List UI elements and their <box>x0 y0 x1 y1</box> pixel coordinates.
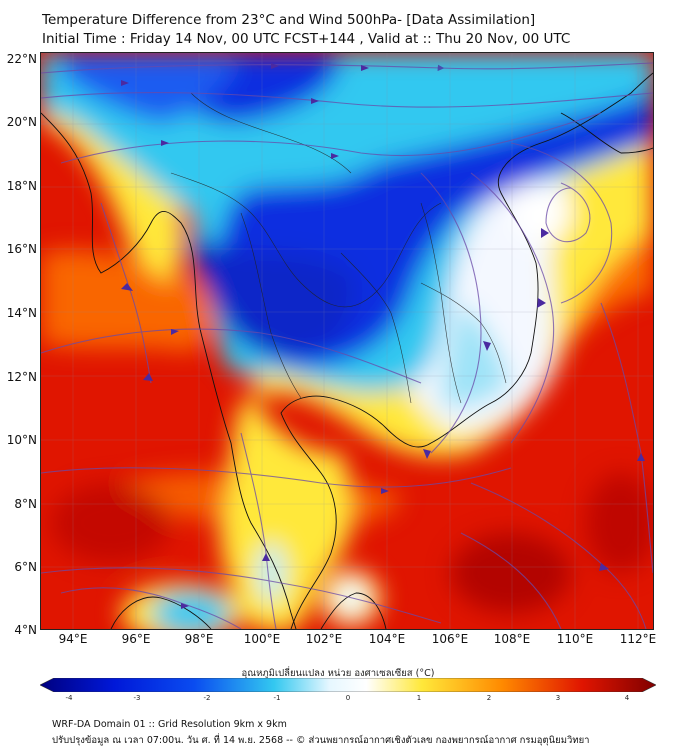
colorbar-tick-2: 2 <box>486 694 492 702</box>
lat-label-6n: 6°N <box>14 560 37 574</box>
lat-label-16n: 16°N <box>6 242 37 256</box>
colorbar-tick-0: 0 <box>345 694 351 702</box>
graticule <box>41 53 653 629</box>
lat-label-4n: 4°N <box>14 623 37 637</box>
lon-label-108e: 108°E <box>493 632 531 646</box>
colorbar-tick-minus1: -1 <box>273 694 281 702</box>
lon-label-98e: 98°E <box>184 632 214 646</box>
lon-label-100e: 100°E <box>243 632 281 646</box>
colorbar-tick-minus3: -3 <box>133 694 141 702</box>
colorbar-tick-3: 3 <box>555 694 561 702</box>
lon-label-104e: 104°E <box>368 632 406 646</box>
lat-label-12n: 12°N <box>6 370 37 384</box>
map-title: Temperature Difference from 23°C and Win… <box>42 11 570 49</box>
wind-arrowheads <box>121 63 645 609</box>
title-line-2: Initial Time : Friday 14 Nov, 00 UTC FCS… <box>42 31 571 47</box>
colorbar-tick-minus2: -2 <box>203 694 211 702</box>
colorbar-tick-1: 1 <box>416 694 422 702</box>
footer-model-info: WRF-DA Domain 01 :: Grid Resolution 9km … <box>52 719 287 730</box>
lon-label-96e: 96°E <box>121 632 151 646</box>
colorbar-title: อุณหภูมิเปลี่ยนแปลง หน่วย องศาเซลเซียส (… <box>241 668 435 679</box>
coastlines <box>41 72 653 629</box>
temperature-shading <box>41 53 653 629</box>
lon-label-110e: 110°E <box>556 632 594 646</box>
lon-label-94e: 94°E <box>58 632 88 646</box>
colorbar-tick-minus4: -4 <box>65 694 73 702</box>
lon-label-112e: 112°E <box>619 632 657 646</box>
lat-label-20n: 20°N <box>6 115 37 129</box>
colorbar <box>40 678 656 692</box>
lat-label-22n: 22°N <box>6 52 37 66</box>
lat-label-8n: 8°N <box>14 497 37 511</box>
lon-label-102e: 102°E <box>305 632 343 646</box>
title-line-1: Temperature Difference from 23°C and Win… <box>42 12 536 28</box>
lat-label-18n: 18°N <box>6 179 37 193</box>
footer-update-credit: ปรับปรุงข้อมูล ณ เวลา 07:00น. วัน ศ. ที่… <box>52 735 590 746</box>
colorbar-tick-4: 4 <box>624 694 630 702</box>
temperature-field-map <box>41 53 653 629</box>
lat-label-10n: 10°N <box>6 433 37 447</box>
lon-label-106e: 106°E <box>431 632 469 646</box>
lat-label-14n: 14°N <box>6 306 37 320</box>
map-panel <box>40 52 654 630</box>
